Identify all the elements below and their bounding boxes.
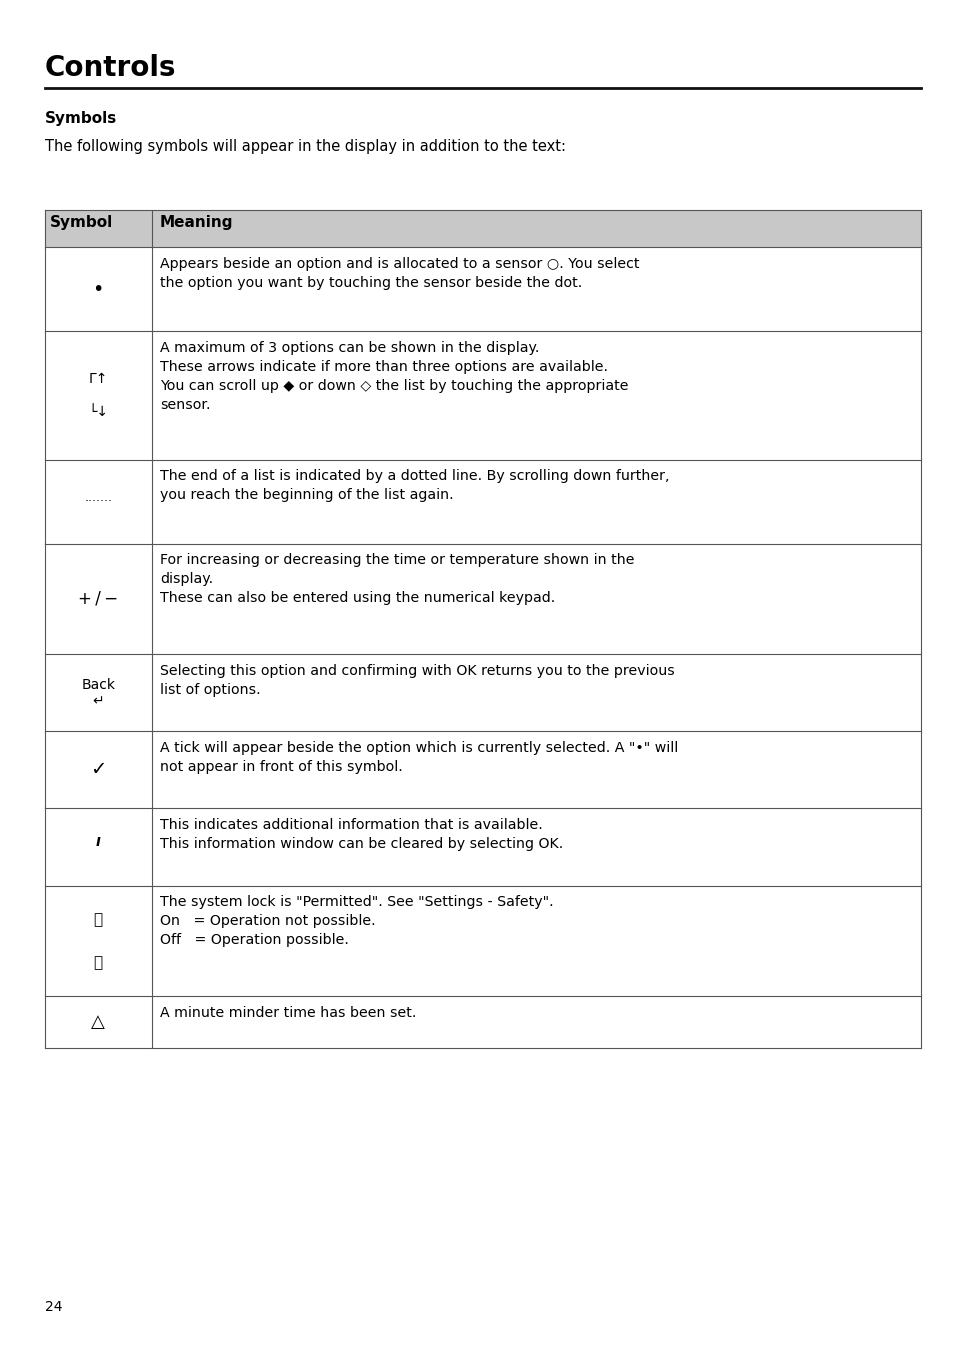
Text: Selecting this option and confirming with OK returns you to the previous
list of: Selecting this option and confirming wit… <box>160 664 675 696</box>
Text: + / −: + / − <box>78 589 118 608</box>
Text: Symbol: Symbol <box>50 215 112 230</box>
Text: A tick will appear beside the option which is currently selected. A "•" will
not: A tick will appear beside the option whi… <box>160 741 678 773</box>
Text: ·······: ······· <box>84 495 112 508</box>
Text: A minute minder time has been set.: A minute minder time has been set. <box>160 1006 416 1019</box>
Text: For increasing or decreasing the time or temperature shown in the
display.
These: For increasing or decreasing the time or… <box>160 553 634 604</box>
Text: Back
↵: Back ↵ <box>81 677 115 708</box>
Text: The system lock is "Permitted". See "Settings - Safety".
On   = Operation not po: The system lock is "Permitted". See "Set… <box>160 895 554 946</box>
Text: •: • <box>92 280 104 299</box>
Text: ✓: ✓ <box>90 760 107 780</box>
Text: 🔒: 🔒 <box>93 911 103 927</box>
Text: Appears beside an option and is allocated to a sensor ○. You select
the option y: Appears beside an option and is allocate… <box>160 257 639 289</box>
Text: △: △ <box>91 1013 105 1032</box>
Text: Symbols: Symbols <box>45 111 117 126</box>
Text: 24: 24 <box>45 1301 62 1314</box>
Text: ᴵ: ᴵ <box>95 837 101 857</box>
Text: Controls: Controls <box>45 54 176 82</box>
Text: Meaning: Meaning <box>159 215 233 230</box>
Bar <box>45 210 920 247</box>
Text: The following symbols will appear in the display in addition to the text:: The following symbols will appear in the… <box>45 139 565 154</box>
Text: The end of a list is indicated by a dotted line. By scrolling down further,
you : The end of a list is indicated by a dott… <box>160 469 669 502</box>
Text: This indicates additional information that is available.
This information window: This indicates additional information th… <box>160 818 563 850</box>
Text: 🔓: 🔓 <box>93 955 103 971</box>
Text: A maximum of 3 options can be shown in the display.
These arrows indicate if mor: A maximum of 3 options can be shown in t… <box>160 341 628 411</box>
Text: Γ↑: Γ↑ <box>89 372 108 387</box>
Text: └↓: └↓ <box>89 404 108 419</box>
